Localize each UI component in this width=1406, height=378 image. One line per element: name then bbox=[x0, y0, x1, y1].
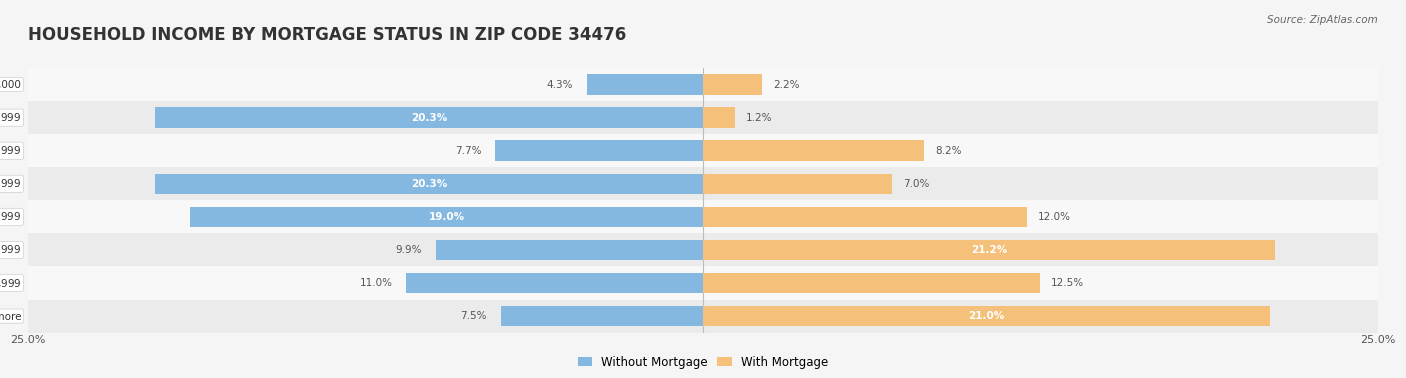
Text: Less than $10,000: Less than $10,000 bbox=[0, 80, 21, 90]
Bar bbox=[703, 234, 1378, 266]
Bar bbox=[703, 174, 891, 194]
Bar bbox=[155, 174, 703, 194]
Bar bbox=[703, 134, 1378, 167]
Bar bbox=[703, 306, 1270, 326]
Text: 21.2%: 21.2% bbox=[972, 245, 1007, 255]
Text: $10,000 to $24,999: $10,000 to $24,999 bbox=[0, 111, 21, 124]
Text: $35,000 to $49,999: $35,000 to $49,999 bbox=[0, 177, 21, 190]
Text: 2.2%: 2.2% bbox=[773, 80, 800, 90]
Bar bbox=[501, 306, 703, 326]
Bar bbox=[28, 234, 703, 266]
Text: 7.0%: 7.0% bbox=[903, 179, 929, 189]
Text: 9.9%: 9.9% bbox=[395, 245, 422, 255]
Text: 11.0%: 11.0% bbox=[360, 278, 392, 288]
Text: 7.7%: 7.7% bbox=[456, 146, 482, 156]
Bar bbox=[190, 207, 703, 227]
Bar bbox=[703, 107, 735, 128]
Bar bbox=[28, 134, 703, 167]
Text: $100,000 to $149,999: $100,000 to $149,999 bbox=[0, 277, 21, 290]
Bar bbox=[28, 101, 703, 134]
Bar bbox=[406, 273, 703, 293]
Text: $25,000 to $34,999: $25,000 to $34,999 bbox=[0, 144, 21, 157]
Bar bbox=[155, 107, 703, 128]
Bar bbox=[703, 300, 1378, 333]
Bar bbox=[495, 141, 703, 161]
Text: $75,000 to $99,999: $75,000 to $99,999 bbox=[0, 243, 21, 256]
Bar bbox=[703, 207, 1026, 227]
Bar bbox=[586, 74, 703, 95]
Bar bbox=[703, 273, 1040, 293]
Text: 4.3%: 4.3% bbox=[547, 80, 574, 90]
Bar bbox=[436, 240, 703, 260]
Bar bbox=[703, 101, 1378, 134]
Text: HOUSEHOLD INCOME BY MORTGAGE STATUS IN ZIP CODE 34476: HOUSEHOLD INCOME BY MORTGAGE STATUS IN Z… bbox=[28, 26, 626, 45]
Text: 8.2%: 8.2% bbox=[935, 146, 962, 156]
Bar bbox=[28, 167, 703, 200]
Text: 20.3%: 20.3% bbox=[411, 179, 447, 189]
Text: 12.0%: 12.0% bbox=[1038, 212, 1071, 222]
Bar bbox=[703, 74, 762, 95]
Bar bbox=[703, 141, 924, 161]
Text: $50,000 to $74,999: $50,000 to $74,999 bbox=[0, 211, 21, 223]
Text: 19.0%: 19.0% bbox=[429, 212, 464, 222]
Bar bbox=[703, 240, 1275, 260]
Legend: Without Mortgage, With Mortgage: Without Mortgage, With Mortgage bbox=[574, 352, 832, 372]
Text: 12.5%: 12.5% bbox=[1052, 278, 1084, 288]
Text: 21.0%: 21.0% bbox=[969, 311, 1004, 321]
Bar bbox=[28, 68, 703, 101]
Bar bbox=[703, 200, 1378, 234]
Bar bbox=[703, 266, 1378, 299]
Text: 20.3%: 20.3% bbox=[411, 113, 447, 122]
Text: Source: ZipAtlas.com: Source: ZipAtlas.com bbox=[1267, 15, 1378, 25]
Text: 1.2%: 1.2% bbox=[747, 113, 773, 122]
Bar bbox=[703, 167, 1378, 200]
Bar bbox=[28, 300, 703, 333]
Bar bbox=[703, 68, 1378, 101]
Text: 7.5%: 7.5% bbox=[461, 311, 486, 321]
Text: $150,000 or more: $150,000 or more bbox=[0, 311, 21, 321]
Bar bbox=[28, 200, 703, 234]
Bar bbox=[28, 266, 703, 299]
